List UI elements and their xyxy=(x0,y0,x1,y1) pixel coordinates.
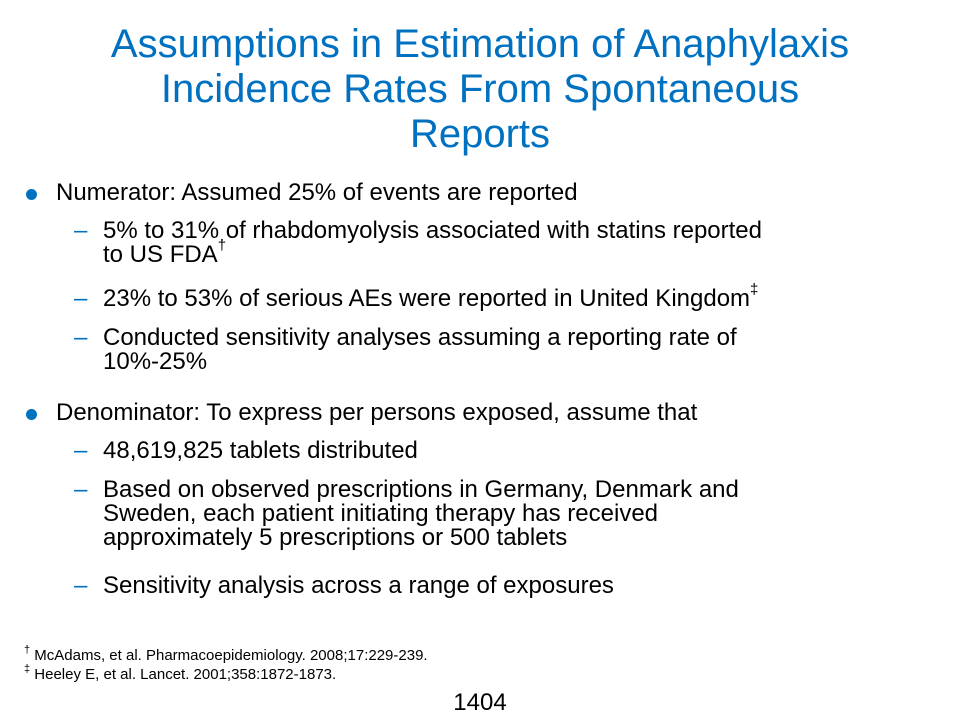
sub-item-line: Sweden, each patient initiating therapy … xyxy=(103,500,659,527)
bullet-text: Denominator: To express per persons expo… xyxy=(56,399,698,426)
sub-item-line: 5% to 31% of rhabdomyolysis associated w… xyxy=(103,217,763,244)
dash-icon: – xyxy=(74,285,88,312)
sub-item-line: to US FDA† xyxy=(103,238,923,268)
dagger-mark: † xyxy=(24,644,31,656)
dash-icon: – xyxy=(74,324,88,351)
page-number: 1404 xyxy=(453,689,507,716)
sub-item-line: Based on observed prescriptions in Germa… xyxy=(103,476,739,503)
dash-icon: – xyxy=(74,476,88,503)
sub-item-line: Conducted sensitivity analyses assuming … xyxy=(103,324,737,351)
sub-item-text: Based on observed prescriptions in Germa… xyxy=(103,478,923,550)
sub-item-text: 23% to 53% of serious AEs were reported … xyxy=(103,282,923,312)
slide-title-line-2: Incidence Rates From Spontaneous xyxy=(160,67,800,111)
sub-item-line: Sensitivity analysis across a range of e… xyxy=(103,572,614,599)
slide-title-line-3: Reports xyxy=(409,112,551,156)
sub-item-line-text: to US FDA xyxy=(103,241,218,268)
sub-item-text: Conducted sensitivity analyses assuming … xyxy=(103,326,923,374)
sub-item-line: approximately 5 prescriptions or 500 tab… xyxy=(103,524,568,551)
footnote-mcadams: † McAdams, et al. Pharmacoepidemiology. … xyxy=(24,644,428,665)
double-dagger-mark: ‡ xyxy=(24,663,31,675)
sub-item-line: 48,619,825 tablets distributed xyxy=(103,437,418,464)
sub-item-text: 5% to 31% of rhabdomyolysis associated w… xyxy=(103,219,923,267)
bullet-dot-icon xyxy=(26,189,37,200)
sub-item-text: 48,619,825 tablets distributed xyxy=(103,439,923,463)
sub-item-line: 10%-25% xyxy=(103,348,208,375)
slide-title-line-1: Assumptions in Estimation of Anaphylaxis xyxy=(110,22,850,66)
bullet-text: Numerator: Assumed 25% of events are rep… xyxy=(56,179,578,206)
footnote-text: McAdams, et al. Pharmacoepidemiology. 20… xyxy=(30,647,428,664)
dash-icon: – xyxy=(74,572,88,599)
bullet-dot-icon xyxy=(26,409,37,420)
footnote-heeley: ‡ Heeley E, et al. Lancet. 2001;358:1872… xyxy=(24,663,337,684)
footnote-text: Heeley E, et al. Lancet. 2001;358:1872-1… xyxy=(30,666,337,683)
dash-icon: – xyxy=(74,437,88,464)
slide-title: Assumptions in Estimation of Anaphylaxis… xyxy=(20,22,940,157)
dagger-mark: † xyxy=(217,237,227,254)
sub-item-line-text: 23% to 53% of serious AEs were reported … xyxy=(103,285,751,312)
sub-item-text: Sensitivity analysis across a range of e… xyxy=(103,574,923,598)
sub-item-line: 23% to 53% of serious AEs were reported … xyxy=(103,282,923,312)
dash-icon: – xyxy=(74,217,88,244)
double-dagger-mark: ‡ xyxy=(750,281,759,298)
